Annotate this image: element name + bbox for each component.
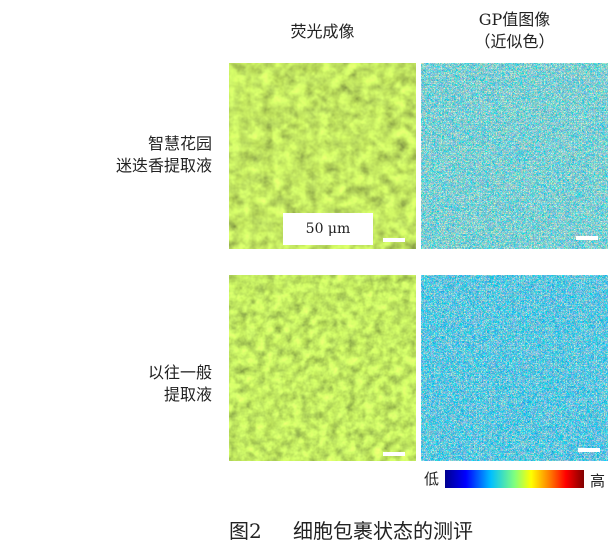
row-label-2-line2: 提取液 [163, 385, 212, 404]
row-label-1-line1: 智慧花园 [147, 134, 212, 153]
colorbar [445, 470, 584, 488]
colorbar-high-label: 高 [590, 472, 606, 490]
header-fluorescence: 荧光成像 [290, 22, 355, 41]
colorbar-low-label: 低 [424, 470, 440, 488]
header-gp-approx-color: （近似色） [474, 32, 555, 51]
row-label-1-line2: 迷迭香提取液 [115, 156, 212, 175]
scale-bar [383, 238, 405, 242]
gp-image-conventional [421, 275, 608, 461]
gp-image-rosemary [421, 63, 608, 249]
figure-number: 图2 [229, 519, 262, 543]
row-label-2-line1: 以往一般 [147, 363, 212, 382]
row-label-1: 智慧花园 迷迭香提取液 [12, 133, 212, 177]
scale-bar [383, 452, 405, 456]
header-gp-value: GP值图像 [478, 10, 551, 29]
scale-label: 50 μm [283, 213, 373, 245]
row-label-2: 以往一般 提取液 [12, 362, 212, 406]
figure-caption: 细胞包裹状态的测评 [293, 519, 473, 543]
scale-bar [578, 448, 600, 452]
fluorescence-image-conventional [229, 275, 416, 461]
scale-bar [576, 236, 598, 240]
